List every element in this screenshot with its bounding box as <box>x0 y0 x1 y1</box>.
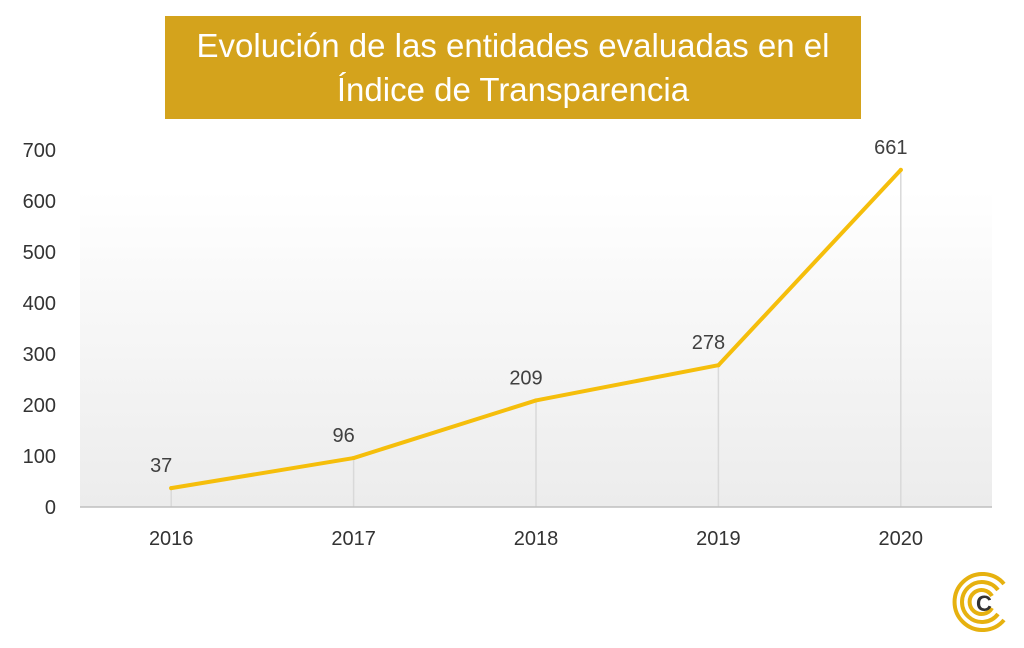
chart-title-banner: Evolución de las entidades evaluadas en … <box>165 16 861 119</box>
data-point <box>351 456 356 461</box>
chart-title-line-1: Evolución de las entidades evaluadas en … <box>196 26 830 64</box>
chart-title-line-2: Índice de Transparencia <box>336 70 690 108</box>
data-label: 278 <box>692 332 725 354</box>
y-tick-label: 0 <box>45 497 56 519</box>
y-tick-label: 200 <box>23 395 56 417</box>
data-point <box>534 398 538 403</box>
x-tick-label: 2016 <box>149 528 194 550</box>
y-tick-label: 300 <box>23 344 56 366</box>
x-tick-label: 2018 <box>514 528 559 550</box>
data-label: 37 <box>150 455 172 477</box>
x-tick-label: 2017 <box>331 528 376 550</box>
data-point <box>169 486 174 491</box>
data-label: 96 <box>332 425 354 447</box>
y-tick-label: 600 <box>23 191 56 213</box>
data-label: 661 <box>874 137 907 159</box>
data-point <box>898 167 903 172</box>
x-tick-label: 2019 <box>696 528 741 550</box>
c-rings-logo-icon: C <box>952 572 1006 632</box>
y-tick-label: 100 <box>23 446 56 468</box>
y-tick-label: 400 <box>23 293 56 315</box>
x-tick-label: 2020 <box>879 528 924 550</box>
y-tick-label: 500 <box>23 242 56 264</box>
logo-letter: C <box>976 591 992 616</box>
y-tick-label: 700 <box>23 140 56 162</box>
data-point <box>716 363 721 368</box>
data-label: 209 <box>509 367 542 389</box>
